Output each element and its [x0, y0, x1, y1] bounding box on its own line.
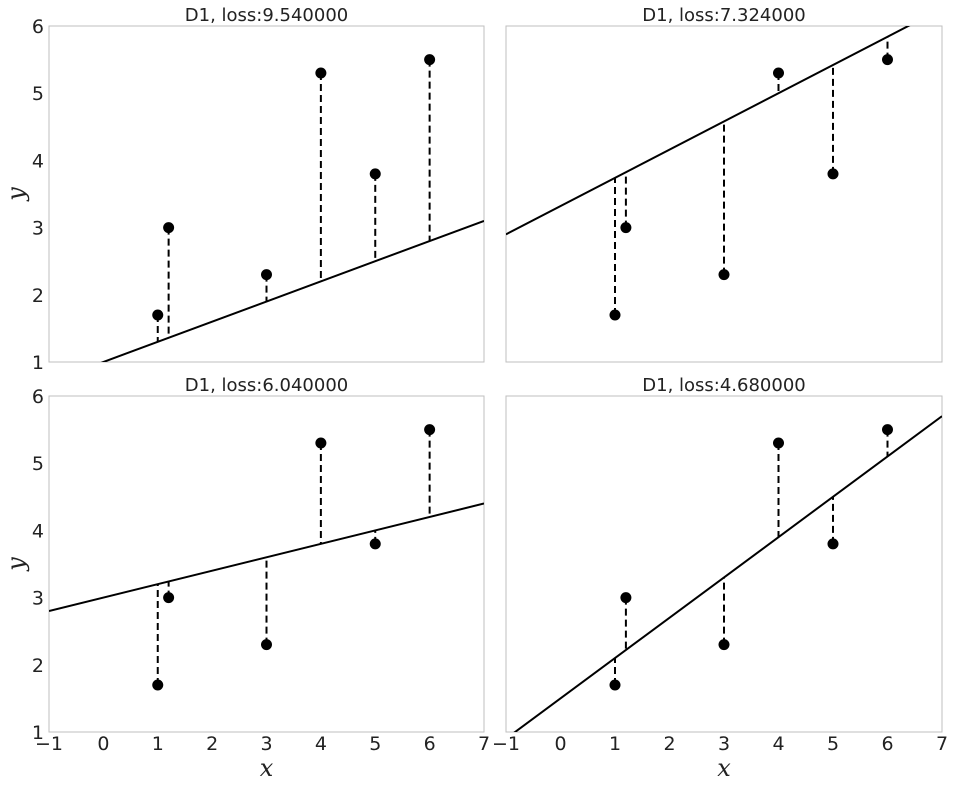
x-tick-label: 4 [772, 733, 784, 755]
y-tick-label: 2 [32, 285, 44, 307]
y-tick-label: 4 [32, 520, 44, 542]
data-point [609, 679, 621, 691]
data-point [620, 222, 632, 234]
regression-line [506, 26, 911, 236]
x-tick-label: 2 [206, 733, 218, 755]
data-point [609, 309, 621, 321]
data-point [315, 437, 327, 449]
x-tick-label: 4 [315, 733, 327, 755]
y-axis-label: y [2, 557, 30, 572]
x-tick-label: 5 [827, 733, 839, 755]
data-point [152, 309, 164, 321]
x-tick-label: 7 [936, 733, 948, 755]
data-point [718, 639, 730, 651]
data-point [261, 639, 272, 651]
y-tick-label: 5 [32, 83, 44, 105]
data-point [827, 168, 839, 180]
y-tick-label: 6 [32, 16, 44, 38]
y-tick-label: 4 [32, 150, 44, 172]
data-point [315, 67, 327, 79]
x-tick-label: 3 [260, 733, 272, 755]
y-axis-label: y [2, 187, 30, 202]
data-point [882, 424, 893, 436]
data-point [261, 269, 272, 281]
plot-area [506, 26, 911, 315]
x-tick-label: 7 [478, 733, 490, 755]
y-tick-label: 2 [32, 655, 44, 677]
data-point [620, 592, 632, 604]
x-axis-label: x [260, 754, 274, 782]
y-tick-label: 1 [32, 352, 44, 374]
regression-line [49, 502, 484, 613]
plot-area [513, 415, 942, 732]
x-tick-label: 6 [424, 733, 436, 755]
data-point [882, 54, 893, 66]
x-tick-label: 0 [97, 733, 109, 755]
x-tick-label: 1 [152, 733, 164, 755]
x-axis-label: x [717, 754, 731, 782]
x-tick-label: 1 [609, 733, 621, 755]
data-point [424, 424, 436, 436]
subplot-2: D1, loss:7.324000 [505, 5, 943, 363]
x-tick-label: 6 [881, 733, 893, 755]
subplot-4: D1, loss:4.680000 −1 0 1 2 3 4 5 6 7 x [492, 375, 948, 782]
x-tick-label: 2 [663, 733, 675, 755]
subplot-title: D1, loss:6.040000 [185, 375, 348, 396]
y-tick-label: 6 [32, 386, 44, 408]
subplot-title: D1, loss:9.540000 [185, 5, 348, 26]
data-point [773, 437, 784, 449]
x-tick-label: 3 [718, 733, 730, 755]
data-point [424, 54, 436, 66]
data-point [773, 67, 784, 79]
data-point [369, 168, 381, 180]
data-point [163, 222, 175, 234]
data-point [718, 269, 730, 281]
data-point [827, 538, 839, 550]
subplot-title: D1, loss:7.324000 [642, 5, 805, 26]
x-tick-label: −1 [492, 733, 520, 755]
regression-line [100, 219, 484, 362]
plot-frame [48, 395, 485, 733]
y-tick-label: 5 [32, 453, 44, 475]
x-tick-label: 5 [369, 733, 381, 755]
y-tick-label: 3 [32, 588, 44, 610]
subplot-title: D1, loss:4.680000 [642, 375, 805, 396]
plot-frame [505, 395, 943, 733]
subplot-3: D1, loss:6.040000 1 2 3 4 5 6 −1 0 1 2 3 4 5 6 7 y x [2, 375, 490, 782]
plot-frame [505, 25, 943, 363]
plot-area [100, 59, 484, 362]
x-tick-label: 0 [554, 733, 566, 755]
subplot-1: D1, loss:9.540000 1 2 3 4 5 6 y [2, 5, 485, 374]
plot-frame [48, 25, 485, 363]
data-point [152, 679, 164, 691]
y-tick-label: 1 [32, 722, 44, 744]
y-tick-label: 3 [32, 218, 44, 240]
data-point [163, 592, 175, 604]
x-tick-label: −1 [35, 733, 63, 755]
data-point [369, 538, 381, 550]
